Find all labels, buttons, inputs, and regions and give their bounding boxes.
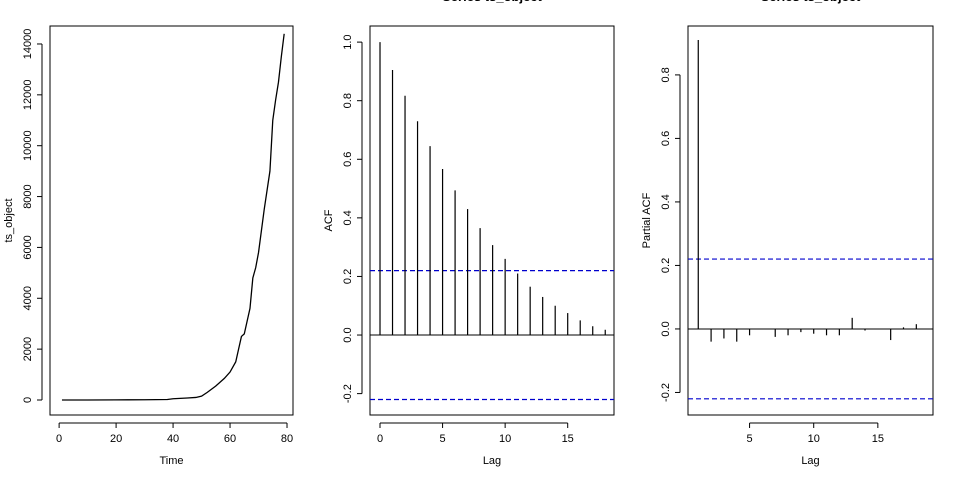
- y-tick-label: 0.4: [342, 210, 354, 225]
- chart-title: Series ts_object: [442, 0, 542, 4]
- y-tick-label: -0.2: [660, 383, 672, 402]
- y-tick-label: 0.6: [660, 131, 672, 146]
- y-tick-label: 14000: [22, 29, 34, 60]
- y-tick-label: 0.0: [660, 321, 672, 336]
- x-tick-label: 15: [562, 433, 574, 445]
- x-tick-label: 15: [872, 433, 884, 445]
- x-axis-label: Lag: [483, 455, 501, 467]
- y-tick-label: 4000: [22, 286, 34, 310]
- x-tick-label: 5: [440, 433, 446, 445]
- x-tick-label: 60: [224, 433, 236, 445]
- y-tick-label: 0.2: [660, 258, 672, 273]
- y-tick-label: 0.8: [342, 93, 354, 108]
- y-tick-label: 2000: [22, 337, 34, 361]
- y-tick-label: -0.2: [342, 384, 354, 403]
- x-axis-label: Lag: [801, 455, 819, 467]
- x-tick-label: 0: [56, 433, 62, 445]
- x-tick-label: 10: [808, 433, 820, 445]
- y-tick-label: 1.0: [342, 34, 354, 49]
- y-tick-label: 12000: [22, 80, 34, 111]
- y-axis-label: ACF: [323, 209, 335, 231]
- y-tick-label: 0: [22, 397, 34, 403]
- x-axis-label: Time: [159, 455, 183, 467]
- y-tick-label: 6000: [22, 235, 34, 259]
- plot-box: [369, 25, 615, 416]
- x-tick-label: 5: [747, 433, 753, 445]
- x-tick-label: 80: [281, 433, 293, 445]
- x-tick-label: 20: [110, 433, 122, 445]
- x-tick-label: 40: [167, 433, 179, 445]
- y-tick-label: 0.0: [342, 327, 354, 342]
- chart-title: Series ts_object: [761, 0, 861, 4]
- y-tick-label: 8000: [22, 184, 34, 208]
- y-tick-label: 0.8: [660, 67, 672, 82]
- plot-box: [49, 25, 294, 416]
- x-tick-label: 10: [499, 433, 511, 445]
- y-axis-label: ts_object: [3, 198, 15, 242]
- y-tick-label: 0.6: [342, 152, 354, 167]
- y-tick-label: 0.2: [342, 269, 354, 284]
- series-line: [61, 33, 285, 401]
- plot-box: [687, 25, 934, 416]
- x-tick-label: 0: [377, 433, 383, 445]
- y-tick-label: 10000: [22, 130, 34, 161]
- y-tick-label: 0.4: [660, 194, 672, 209]
- y-axis-label: Partial ACF: [641, 192, 653, 248]
